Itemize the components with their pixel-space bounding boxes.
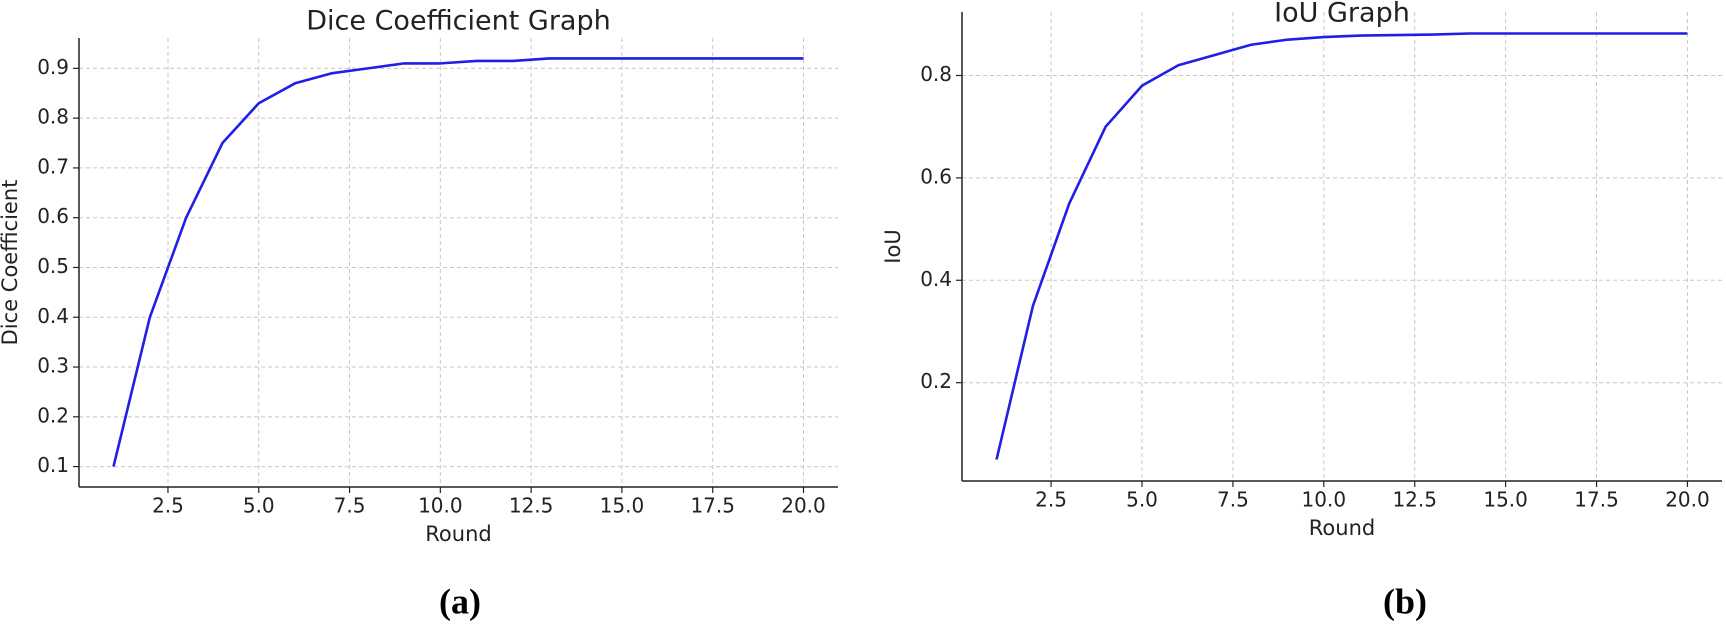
caption: (b)	[1383, 581, 1427, 621]
chart-title: Dice Coefficient Graph	[306, 6, 610, 37]
x-tick-label: 20.0	[1665, 488, 1710, 512]
x-tick-label: 10.0	[418, 494, 463, 518]
y-tick-label: 0.6	[920, 164, 952, 188]
x-axis-label: Round	[1309, 516, 1375, 540]
x-tick-label: 17.5	[690, 494, 735, 518]
y-axis-label: IoU	[881, 229, 905, 263]
y-tick-label: 0.9	[37, 55, 69, 79]
y-tick-label: 0.4	[37, 304, 69, 328]
y-tick-label: 0.3	[37, 354, 69, 378]
y-axis-label: Dice Coefficient	[0, 180, 22, 346]
caption: (a)	[439, 581, 481, 621]
y-tick-label: 0.4	[920, 267, 952, 291]
x-tick-label: 15.0	[1483, 488, 1528, 512]
x-tick-label: 10.0	[1302, 488, 1347, 512]
data-line	[112, 57, 804, 467]
x-tick-label: 2.5	[1035, 488, 1067, 512]
x-tick-label: 17.5	[1574, 488, 1619, 512]
x-axis-label: Round	[425, 522, 491, 546]
x-tick-label: 7.5	[334, 494, 366, 518]
x-tick-label: 20.0	[781, 494, 826, 518]
y-tick-label: 0.7	[37, 154, 69, 178]
x-tick-label: 15.0	[600, 494, 645, 518]
x-tick-label: 2.5	[152, 494, 184, 518]
chart-title: IoU Graph	[1274, 0, 1410, 29]
y-tick-label: 0.8	[920, 62, 952, 86]
y-tick-label: 0.5	[37, 254, 69, 278]
y-tick-label: 0.2	[37, 403, 69, 427]
x-tick-label: 5.0	[1126, 488, 1158, 512]
x-tick-label: 12.5	[1392, 488, 1437, 512]
x-tick-label: 7.5	[1217, 488, 1249, 512]
y-tick-label: 0.6	[37, 204, 69, 228]
y-tick-label: 0.2	[920, 369, 952, 393]
x-tick-label: 12.5	[509, 494, 554, 518]
y-tick-label: 0.1	[37, 453, 69, 477]
y-tick-label: 0.8	[37, 105, 69, 129]
data-line	[995, 32, 1688, 460]
x-tick-label: 5.0	[243, 494, 275, 518]
